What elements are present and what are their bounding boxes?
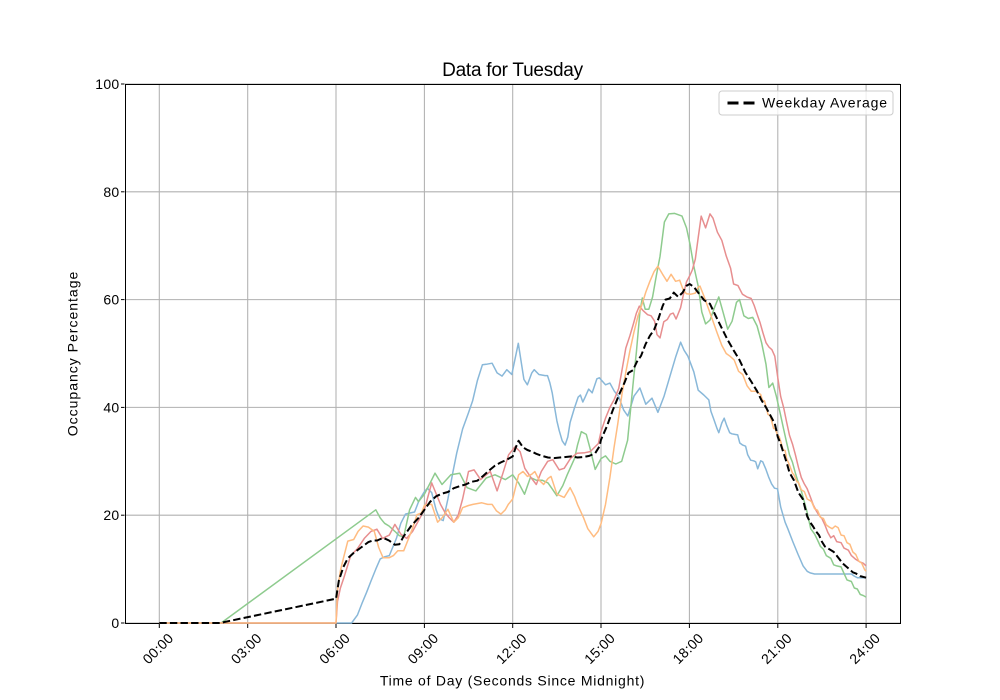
svg-text:60: 60	[103, 292, 119, 308]
svg-text:80: 80	[103, 184, 119, 200]
svg-text:20: 20	[103, 507, 119, 523]
svg-text:40: 40	[103, 399, 119, 415]
svg-text:Time of Day (Seconds Since Mid: Time of Day (Seconds Since Midnight)	[380, 673, 645, 689]
svg-text:Occupancy Percentage: Occupancy Percentage	[65, 271, 81, 437]
svg-text:0: 0	[111, 615, 119, 631]
svg-text:100: 100	[95, 76, 119, 92]
svg-text:Data for Tuesday: Data for Tuesday	[442, 60, 583, 81]
svg-text:Weekday Average: Weekday Average	[762, 95, 888, 111]
